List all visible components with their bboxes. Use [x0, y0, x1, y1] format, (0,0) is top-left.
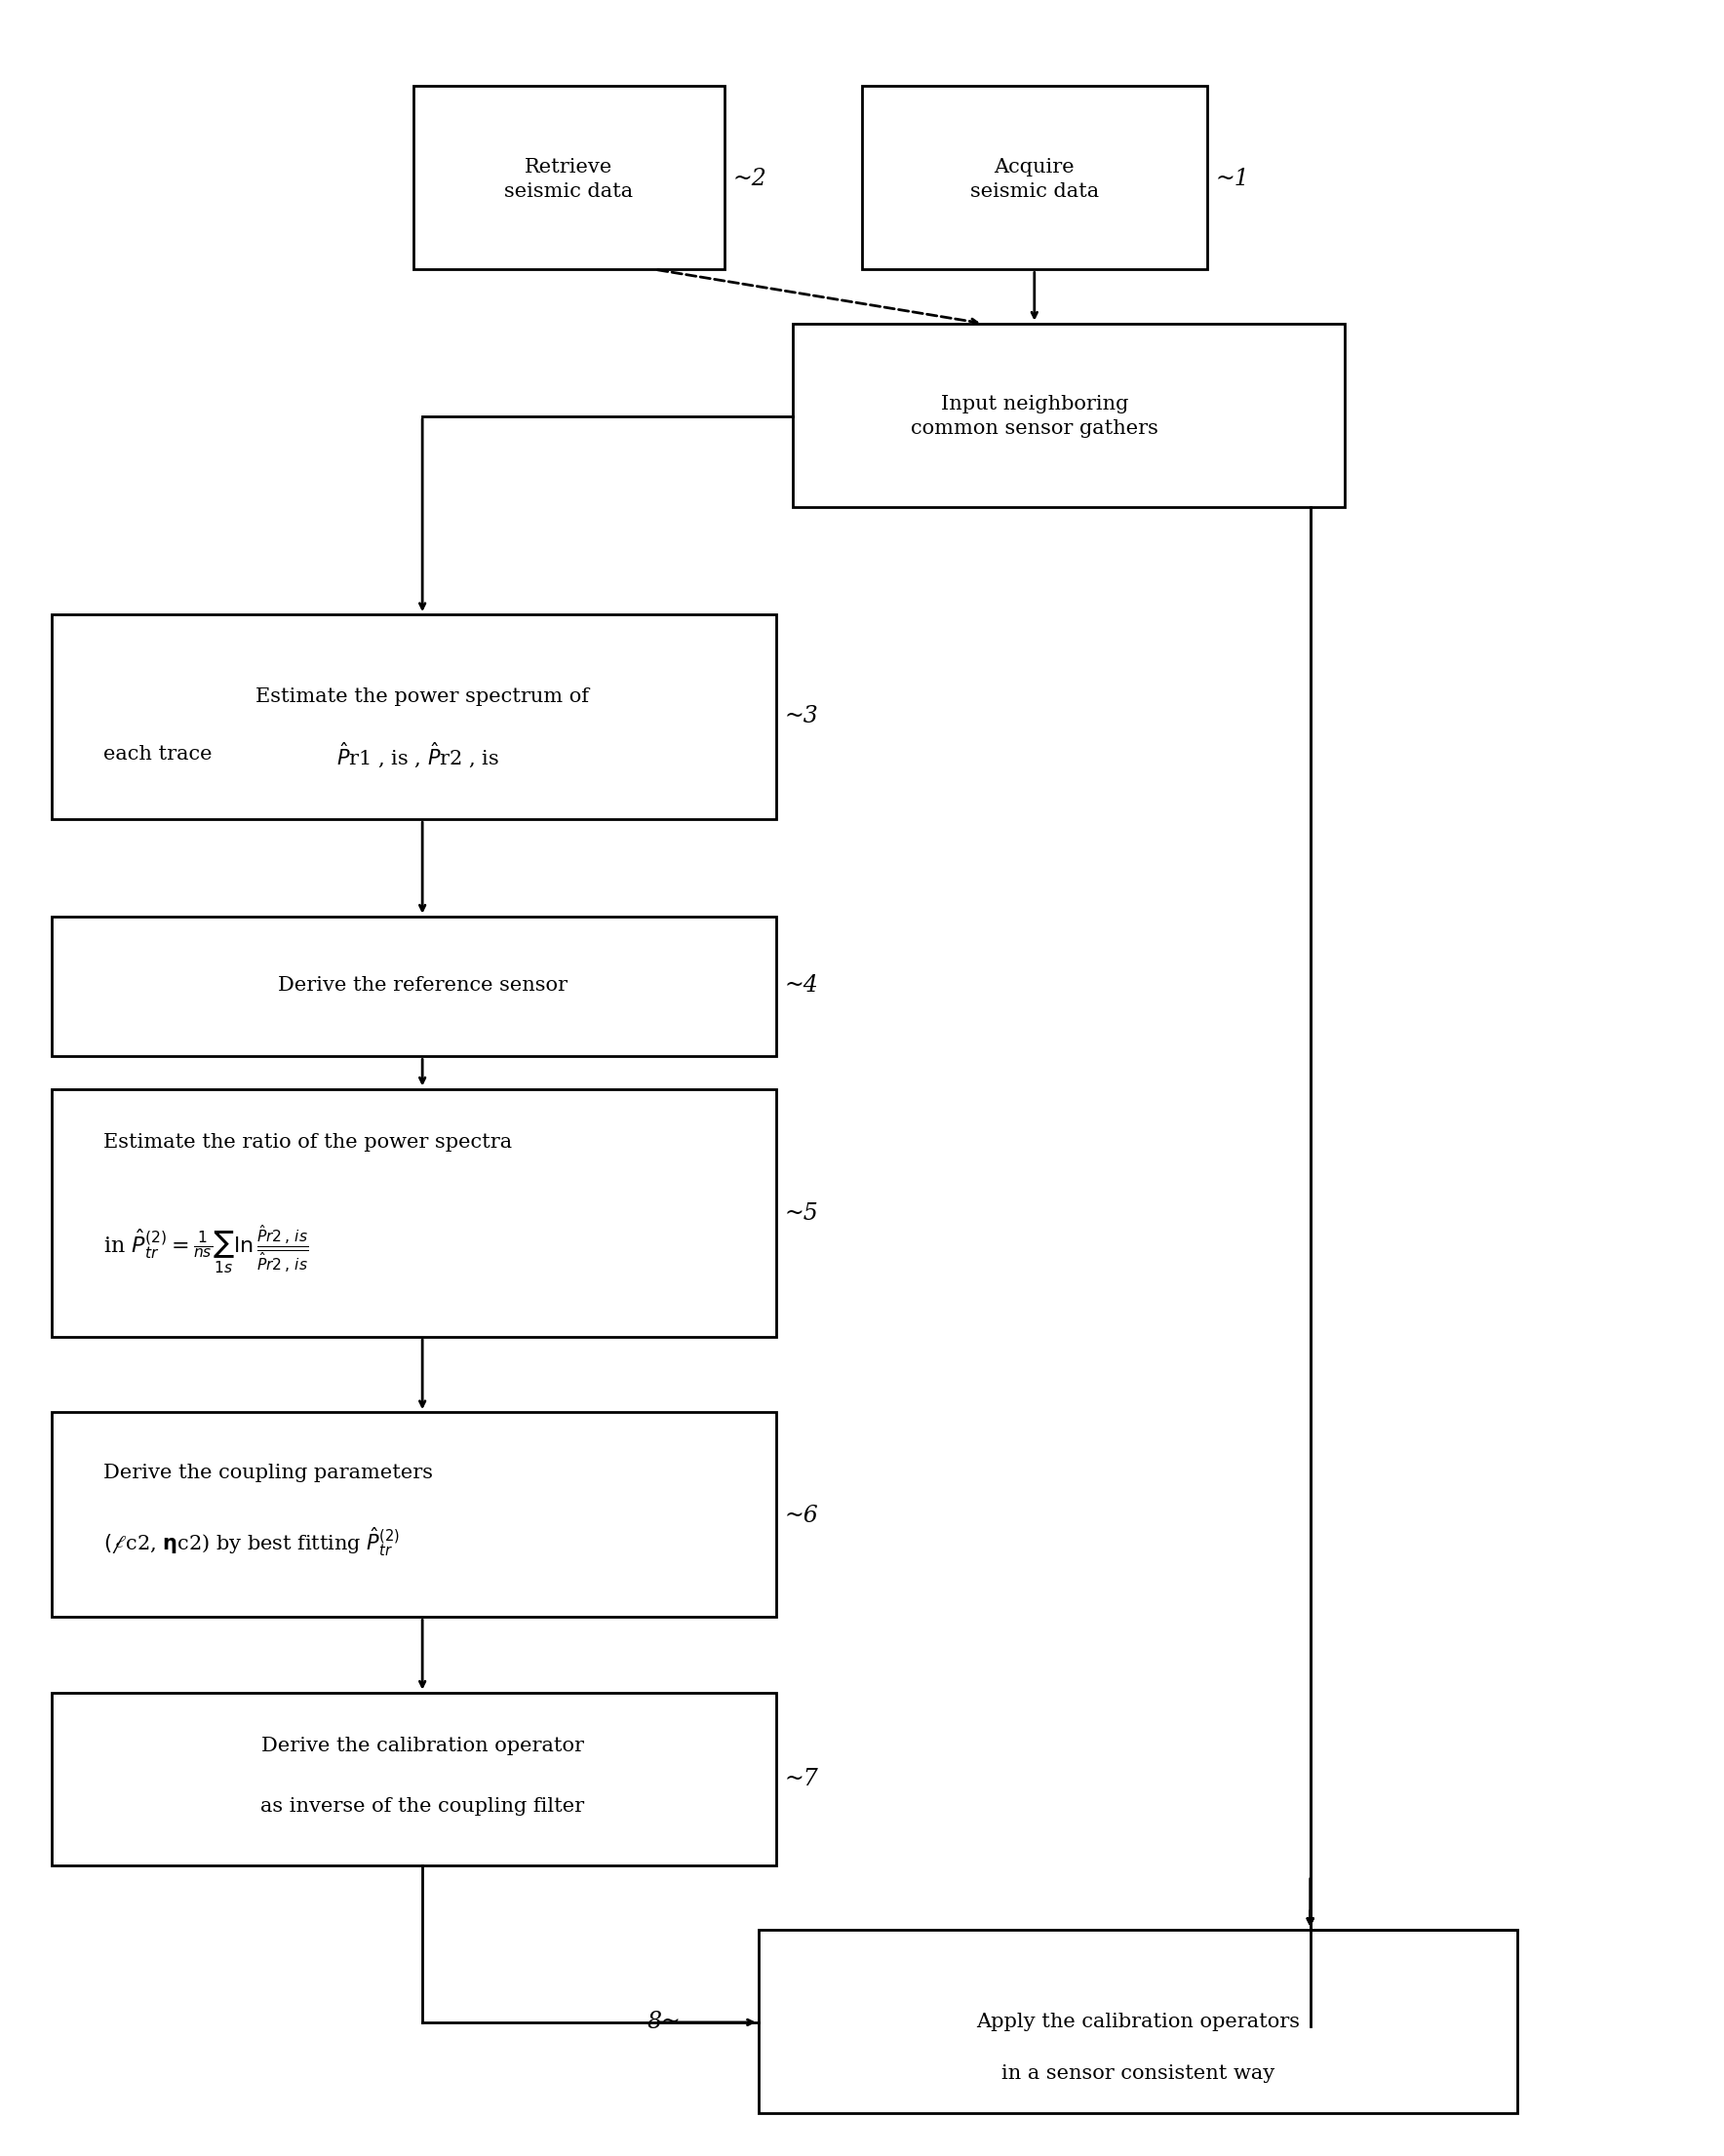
Text: Estimate the power spectrum of: Estimate the power spectrum of [255, 688, 590, 705]
FancyBboxPatch shape [52, 1089, 776, 1337]
Text: in $\hat{P}_{tr}^{(2)}=\frac{1}{ns}\sum_{1s}\ln\frac{\hat{P}r2\,,\,is}{\overline: in $\hat{P}_{tr}^{(2)}=\frac{1}{ns}\sum_… [103, 1225, 309, 1276]
Text: ~5: ~5 [784, 1203, 819, 1225]
Text: each trace: each trace [103, 746, 238, 763]
FancyBboxPatch shape [52, 1412, 776, 1617]
Text: ~2: ~2 [733, 168, 767, 190]
Text: as inverse of the coupling filter: as inverse of the coupling filter [260, 1798, 584, 1815]
FancyBboxPatch shape [414, 86, 724, 270]
Text: ~6: ~6 [784, 1505, 819, 1526]
Text: ~1: ~1 [1215, 168, 1250, 190]
Text: 8~: 8~ [646, 2012, 681, 2033]
Text: Derive the coupling parameters: Derive the coupling parameters [103, 1464, 433, 1481]
FancyBboxPatch shape [862, 86, 1207, 270]
FancyBboxPatch shape [52, 916, 776, 1056]
Text: $(\mathscr{f}$c2, $\mathbf{\eta}$c2) by best fitting $\hat{P}_{tr}^{(2)}$: $(\mathscr{f}$c2, $\mathbf{\eta}$c2) by … [103, 1524, 400, 1559]
Text: Acquire
seismic data: Acquire seismic data [971, 157, 1098, 201]
Text: Apply the calibration operators: Apply the calibration operators [976, 2014, 1300, 2031]
Text: Derive the calibration operator: Derive the calibration operator [260, 1738, 584, 1755]
Text: Derive the reference sensor: Derive the reference sensor [278, 977, 567, 994]
FancyBboxPatch shape [52, 614, 776, 819]
FancyBboxPatch shape [759, 1930, 1517, 2113]
Text: $\hat{P}$r1 , is , $\hat{P}$r2 , is: $\hat{P}$r1 , is , $\hat{P}$r2 , is [336, 740, 500, 770]
FancyBboxPatch shape [793, 323, 1345, 507]
Text: ~4: ~4 [784, 975, 819, 996]
Text: Estimate the ratio of the power spectra: Estimate the ratio of the power spectra [103, 1134, 512, 1151]
Text: ~3: ~3 [784, 705, 819, 727]
Text: Input neighboring
common sensor gathers: Input neighboring common sensor gathers [910, 395, 1159, 438]
Text: Retrieve
seismic data: Retrieve seismic data [505, 157, 633, 201]
Text: ~7: ~7 [784, 1768, 819, 1789]
FancyBboxPatch shape [52, 1692, 776, 1865]
Text: in a sensor consistent way: in a sensor consistent way [1002, 2065, 1274, 2083]
